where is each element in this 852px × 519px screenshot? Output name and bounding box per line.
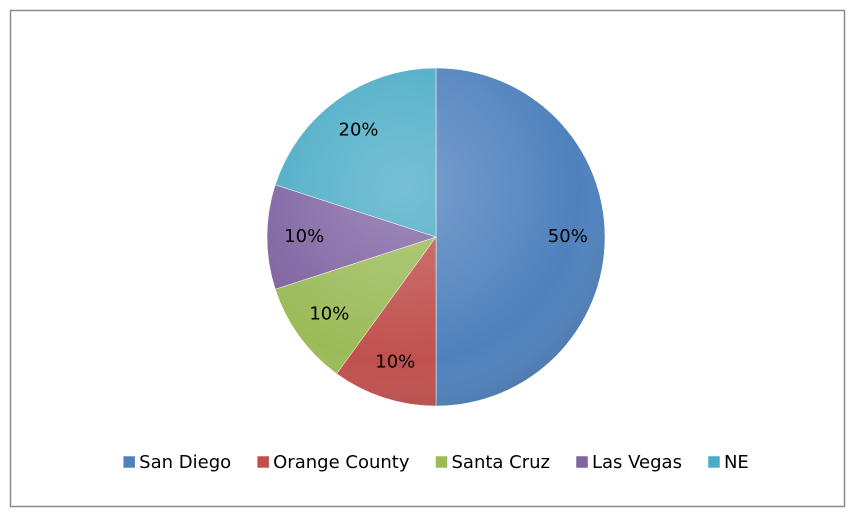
legend-label: Santa Cruz [451,452,550,473]
legend-swatch [122,455,136,469]
data-label: 10% [375,351,415,372]
legend-label: Las Vegas [592,452,682,473]
data-label: 10% [309,303,349,324]
legend-label: Orange County [273,452,410,473]
legend-label: San Diego [139,452,231,473]
data-label: 50% [548,226,588,247]
legend-swatch [435,455,448,469]
data-label: 20% [339,119,379,140]
legend-swatch [256,455,270,469]
data-label: 10% [284,226,324,247]
legend-swatch [575,455,589,469]
legend-swatch [707,455,721,469]
legend-label: NE [724,452,749,473]
